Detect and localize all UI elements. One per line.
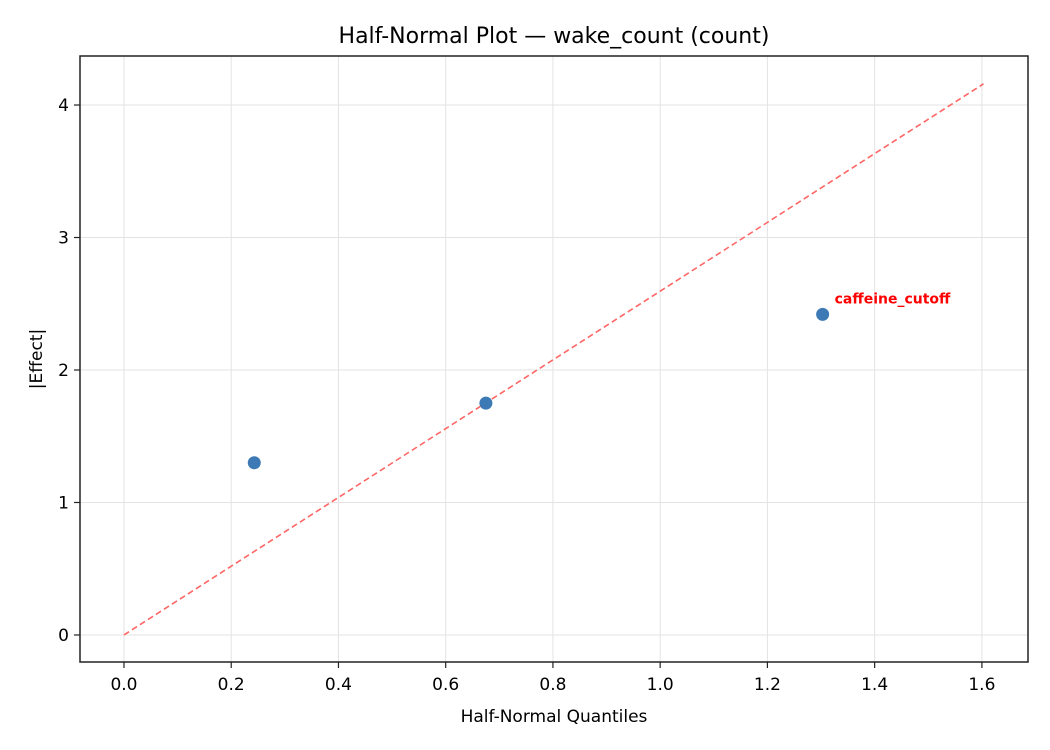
point-annotation: caffeine_cutoff — [835, 291, 951, 307]
data-point — [479, 396, 493, 410]
x-tick-label: 1.0 — [647, 675, 674, 695]
y-tick-label: 0 — [58, 626, 69, 646]
x-axis-label: Half-Normal Quantiles — [461, 707, 648, 727]
y-tick-label: 4 — [58, 96, 69, 116]
data-point — [247, 456, 261, 470]
x-tick-label: 1.2 — [754, 675, 781, 695]
x-tick-label: 0.4 — [325, 675, 352, 695]
ticks: 0.0 0.2 0.4 0.6 0.8 1.0 1.2 1.4 1.6 0 1 2 3 4 — [58, 96, 995, 695]
x-tick-label: 0.6 — [432, 675, 459, 695]
marks: caffeine_cutoff — [123, 83, 984, 636]
y-tick-label: 1 — [58, 493, 69, 513]
reference-line — [123, 83, 984, 636]
y-tick-label: 2 — [58, 361, 69, 381]
x-tick-label: 0.8 — [539, 675, 566, 695]
data-point — [816, 307, 830, 321]
x-tick-label: 1.6 — [968, 675, 995, 695]
grid — [80, 56, 1028, 662]
y-axis-label: |Effect| — [27, 329, 47, 389]
chart-title: Half-Normal Plot — wake_count (count) — [339, 24, 770, 49]
x-tick-label: 1.4 — [861, 675, 888, 695]
y-tick-label: 3 — [58, 229, 69, 249]
plot-frame — [79, 55, 1029, 663]
x-tick-label: 0.0 — [110, 675, 137, 695]
x-tick-label: 0.2 — [218, 675, 245, 695]
